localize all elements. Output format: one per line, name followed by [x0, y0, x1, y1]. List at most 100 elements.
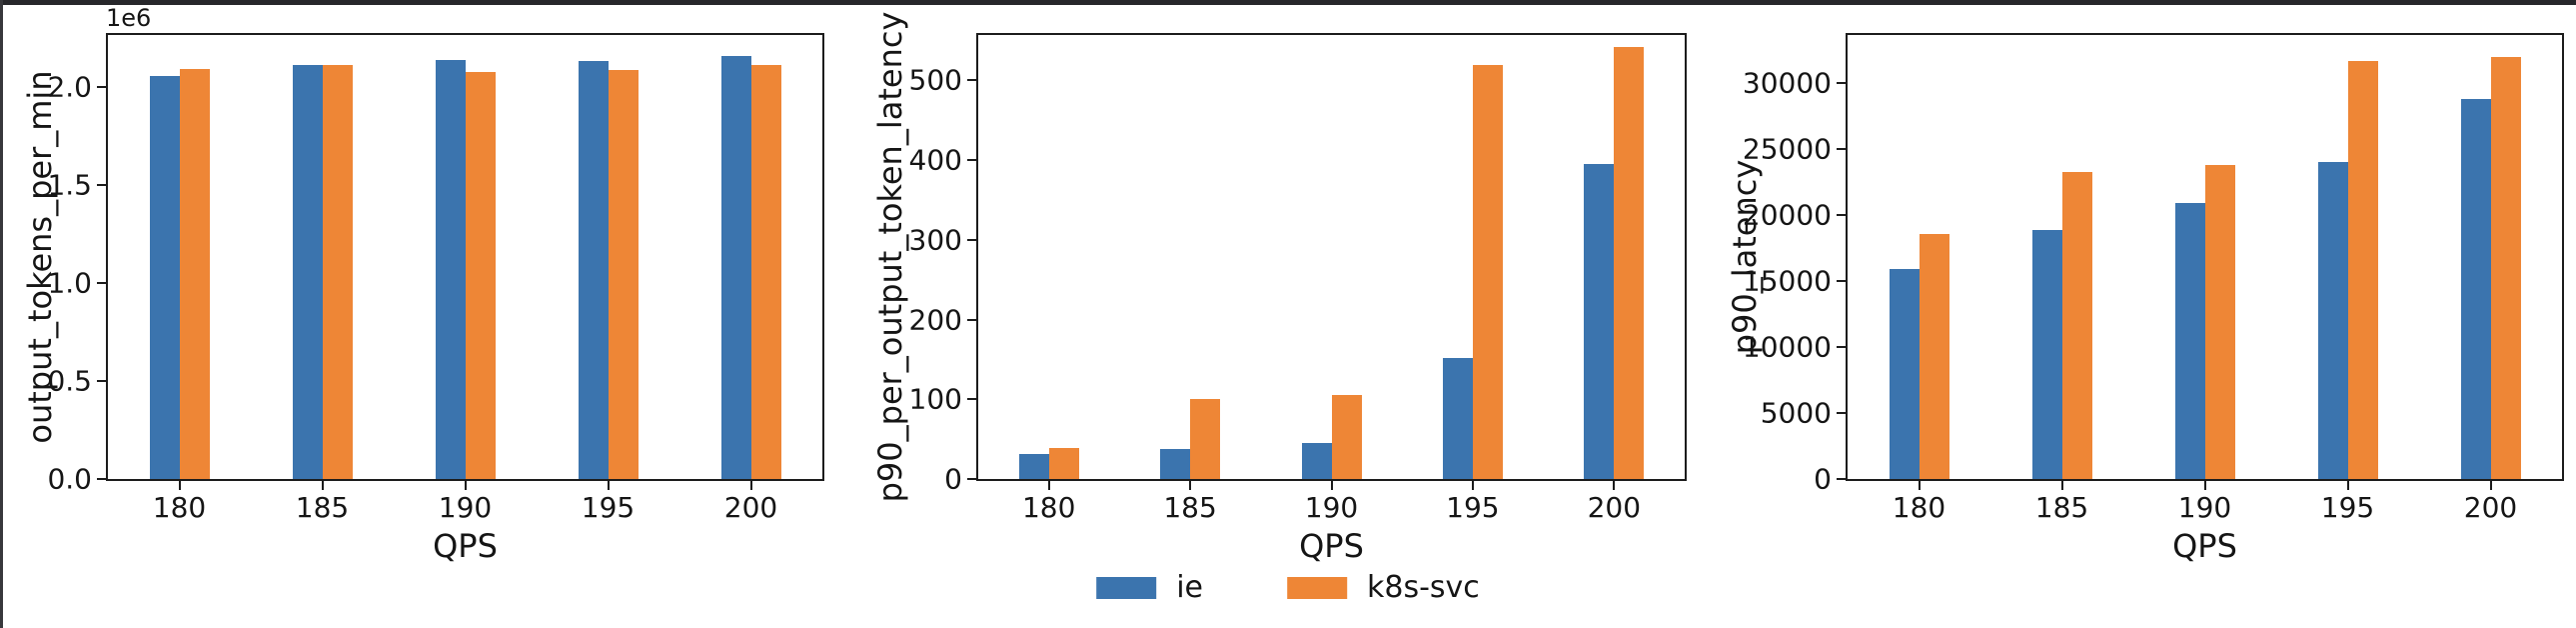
x-axis-label: QPS	[1299, 527, 1364, 565]
x-tick-label: 190	[2177, 491, 2232, 524]
x-tick-label: 195	[581, 491, 636, 524]
bar-k8s-svc-qps-180	[1919, 233, 1949, 479]
x-tick-mark	[321, 481, 324, 490]
y-tick-label: 0.5	[47, 364, 92, 398]
y-tick-mark	[967, 159, 976, 162]
bar-ie-qps-200	[1584, 164, 1615, 479]
legend-swatch-k8s-svc	[1287, 576, 1347, 599]
legend-entry-k8s-svc: k8s-svc	[1287, 570, 1480, 605]
y-tick-mark	[1837, 279, 1846, 282]
bar-k8s-svc-qps-185	[1190, 399, 1221, 479]
bar-k8s-svc-qps-190	[2204, 165, 2235, 479]
subplot-output-tokens-per-min: output_tokens_per_min 1e6 QPS 0.0 0.5 1.0 1…	[0, 0, 858, 628]
bar-k8s-svc-qps-200	[750, 64, 781, 479]
y-tick-label: 15000	[1742, 264, 1832, 298]
bar-ie-qps-185	[2031, 229, 2062, 479]
plot-area: QPS 0 100 200 300 400 500 180 185 190 195 200	[909, 33, 1687, 565]
y-tick-mark	[1837, 147, 1846, 150]
y-tick-mark	[97, 478, 106, 480]
bar-k8s-svc-qps-200	[1614, 46, 1645, 479]
window-top-border	[0, 0, 2576, 5]
y-axis-label: p90_latency	[1726, 159, 1764, 355]
plot-area: QPS 0 5000 10000 15000 20000 25000 30000 180 185…	[1743, 33, 2564, 565]
plot-area: 1e6 QPS 0.0 0.5 1.0 1.5 2.0 180 185 190 195 200	[47, 4, 824, 565]
x-tick-label: 195	[1446, 491, 1500, 524]
y-tick-mark	[97, 380, 106, 383]
bar-ie-qps-190	[1301, 443, 1332, 479]
legend-label: ie	[1176, 570, 1203, 605]
x-tick-mark	[178, 481, 181, 490]
window-left-border	[0, 0, 3, 628]
legend-entry-ie: ie	[1096, 570, 1203, 605]
y-tick-mark	[967, 398, 976, 401]
x-tick-mark	[1330, 481, 1333, 490]
subplot-p90-latency: p90_latency QPS 0 5000 10000 15000 20000 2500…	[1717, 0, 2576, 628]
x-axis-label: QPS	[433, 527, 498, 565]
y-tick-label: 200	[908, 303, 962, 337]
x-tick-label: 195	[2320, 491, 2375, 524]
y-tick-label: 400	[908, 143, 962, 177]
y-tick-label: 1.0	[47, 266, 92, 300]
legend-swatch-ie	[1096, 576, 1157, 599]
y-tick-mark	[1837, 411, 1846, 414]
bar-k8s-svc-qps-195	[608, 69, 639, 479]
x-tick-mark	[2346, 481, 2349, 490]
bar-k8s-svc-qps-180	[1048, 447, 1079, 479]
x-tick-label: 180	[152, 491, 207, 524]
bar-k8s-svc-qps-180	[179, 69, 210, 479]
x-tick-mark	[1613, 481, 1616, 490]
y-axis-offset-text: 1e6	[106, 4, 152, 32]
bar-k8s-svc-qps-185	[322, 64, 353, 479]
y-tick-mark	[967, 318, 976, 321]
x-tick-label: 200	[1587, 491, 1642, 524]
x-tick-mark	[1189, 481, 1192, 490]
y-tick-mark	[1837, 81, 1846, 84]
x-tick-mark	[1471, 481, 1474, 490]
y-tick-mark	[97, 86, 106, 89]
y-tick-mark	[1837, 478, 1846, 480]
y-tick-mark	[967, 478, 976, 480]
bar-ie-qps-180	[1018, 453, 1049, 479]
y-tick-label: 5000	[1760, 396, 1832, 430]
x-tick-mark	[2203, 481, 2206, 490]
x-tick-label: 185	[295, 491, 350, 524]
y-tick-label: 30000	[1742, 66, 1832, 100]
y-tick-label: 300	[908, 223, 962, 257]
bar-ie-qps-195	[2317, 161, 2348, 479]
bar-ie-qps-200	[720, 56, 751, 479]
y-tick-label: 2.0	[47, 70, 92, 104]
bar-ie-qps-190	[2174, 202, 2205, 479]
x-tick-label: 190	[438, 491, 493, 524]
bar-k8s-svc-qps-195	[1472, 65, 1503, 479]
y-tick-label: 0.0	[47, 462, 92, 496]
x-tick-mark	[1918, 481, 1921, 490]
bar-ie-qps-200	[2460, 99, 2491, 479]
subplot-p90-per-output-token-latency: p90_per_output_token_latency QPS 0 100 200…	[858, 0, 1717, 628]
x-tick-label: 190	[1304, 491, 1359, 524]
y-tick-label: 1.5	[47, 168, 92, 202]
bar-k8s-svc-qps-190	[465, 72, 496, 479]
bar-ie-qps-180	[149, 76, 180, 479]
x-tick-label: 180	[1021, 491, 1076, 524]
x-axis-label: QPS	[2172, 527, 2237, 565]
x-tick-mark	[1047, 481, 1050, 490]
x-tick-label: 200	[2463, 491, 2518, 524]
x-tick-label: 185	[2034, 491, 2089, 524]
y-axis-label: p90_per_output_token_latency	[871, 11, 909, 503]
y-tick-label: 25000	[1742, 132, 1832, 166]
y-tick-label: 10000	[1742, 330, 1832, 364]
x-tick-mark	[749, 481, 752, 490]
y-tick-mark	[967, 79, 976, 82]
bar-ie-qps-185	[292, 65, 323, 479]
x-tick-mark	[2489, 481, 2492, 490]
y-tick-label: 500	[908, 63, 962, 97]
x-tick-mark	[464, 481, 467, 490]
bar-ie-qps-195	[1442, 357, 1473, 479]
y-tick-mark	[967, 238, 976, 241]
x-tick-mark	[607, 481, 610, 490]
bar-k8s-svc-qps-190	[1331, 395, 1362, 479]
x-tick-label: 185	[1163, 491, 1217, 524]
y-tick-label: 0	[944, 462, 962, 496]
y-tick-mark	[97, 282, 106, 285]
